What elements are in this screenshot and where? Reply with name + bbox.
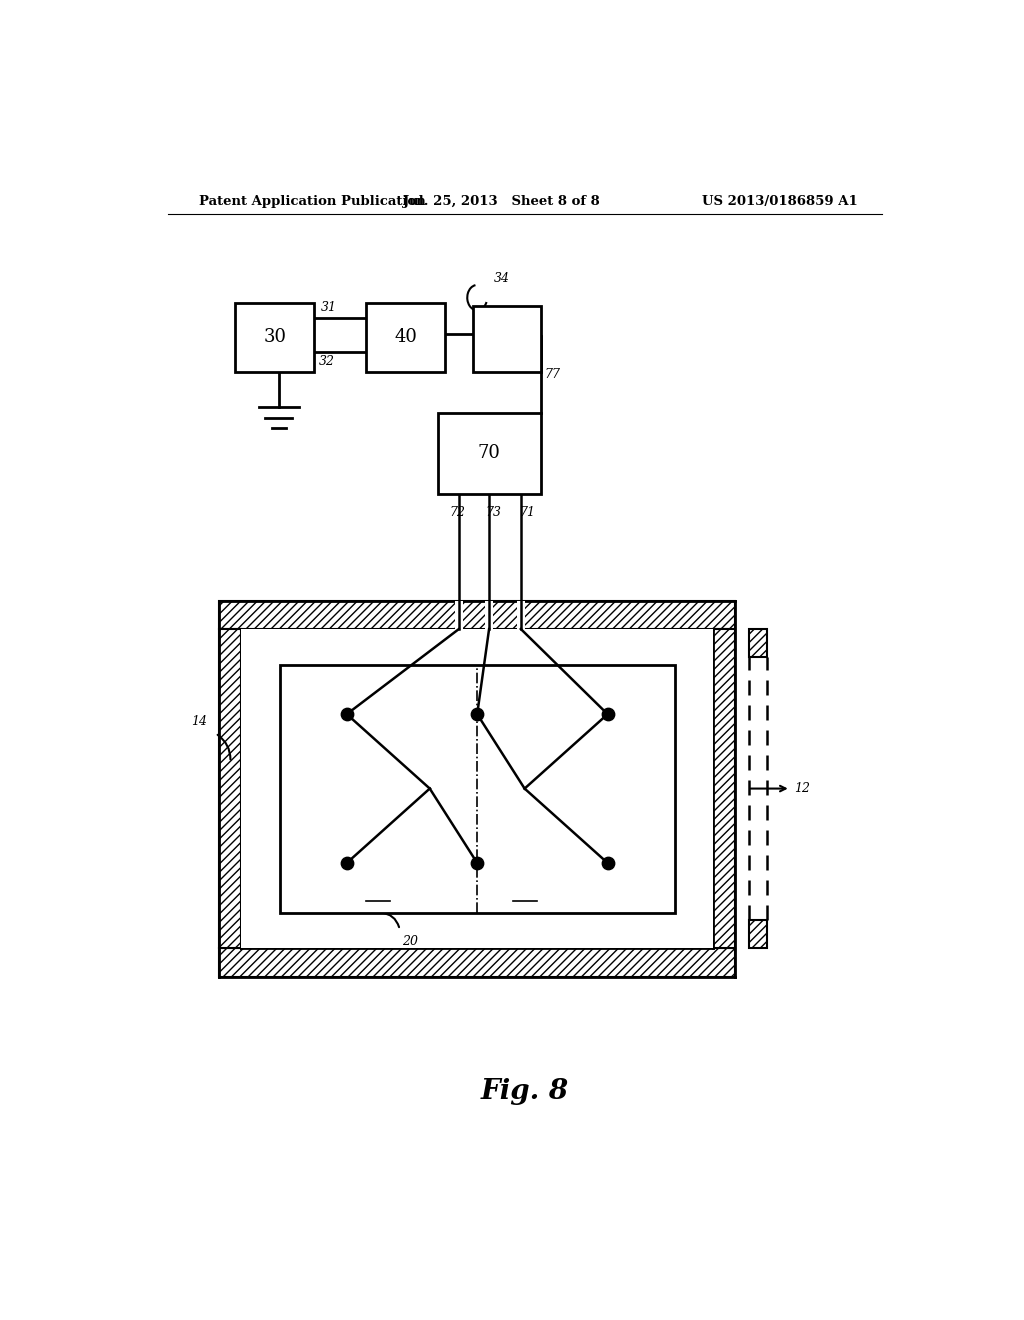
Text: 20: 20: [402, 935, 418, 948]
Bar: [455, 601, 463, 630]
Text: 40: 40: [394, 329, 417, 346]
Bar: [242, 630, 713, 948]
Text: 77: 77: [545, 367, 561, 380]
Text: 56: 56: [481, 875, 498, 888]
Bar: [219, 630, 242, 948]
Bar: [236, 302, 314, 372]
Point: [469, 853, 485, 874]
Bar: [750, 920, 767, 948]
Point: [469, 704, 485, 725]
Bar: [750, 630, 767, 657]
Bar: [437, 413, 541, 494]
Text: 52: 52: [611, 875, 628, 888]
Bar: [473, 306, 541, 372]
Point: [339, 704, 355, 725]
Text: Patent Application Publication: Patent Application Publication: [200, 194, 426, 207]
Text: 61: 61: [517, 887, 532, 900]
Bar: [280, 664, 675, 912]
Text: 30: 30: [263, 329, 287, 346]
Text: 31: 31: [321, 301, 337, 314]
Point: [599, 704, 615, 725]
Text: 72: 72: [450, 506, 465, 519]
Text: 12: 12: [795, 781, 811, 795]
Bar: [713, 630, 735, 948]
Text: 34: 34: [494, 272, 510, 285]
Text: Fig. 8: Fig. 8: [480, 1078, 569, 1105]
Bar: [517, 601, 525, 630]
Text: 60: 60: [485, 804, 501, 817]
Bar: [219, 948, 735, 977]
Text: 14: 14: [191, 715, 207, 729]
Bar: [219, 601, 735, 630]
Text: 32: 32: [318, 355, 335, 367]
Text: 53: 53: [325, 689, 340, 702]
Bar: [485, 601, 494, 630]
Text: 73: 73: [485, 506, 501, 519]
Text: US 2013/0186859 A1: US 2013/0186859 A1: [702, 194, 858, 207]
Text: 70: 70: [477, 444, 501, 462]
Text: 62: 62: [371, 887, 386, 900]
Text: 55: 55: [457, 689, 473, 702]
Bar: [367, 302, 445, 372]
Text: 51: 51: [588, 689, 603, 702]
Bar: [219, 601, 735, 977]
Text: 54: 54: [325, 875, 340, 888]
Text: 71: 71: [519, 506, 536, 519]
Text: Jul. 25, 2013   Sheet 8 of 8: Jul. 25, 2013 Sheet 8 of 8: [402, 194, 599, 207]
Point: [339, 853, 355, 874]
Point: [599, 853, 615, 874]
